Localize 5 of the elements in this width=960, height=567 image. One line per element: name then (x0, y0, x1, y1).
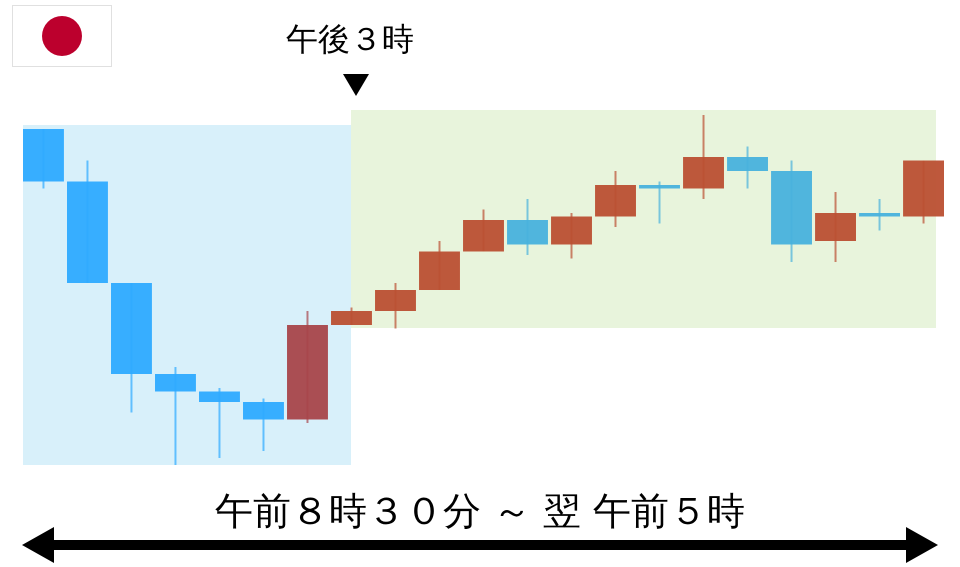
text: 午前８時３０分 ～ 翌 午前５時 (214, 488, 746, 535)
text: 午後３時 (286, 19, 414, 60)
candlestick (199, 387, 240, 459)
candlestick (639, 180, 680, 224)
candlestick (859, 198, 900, 232)
